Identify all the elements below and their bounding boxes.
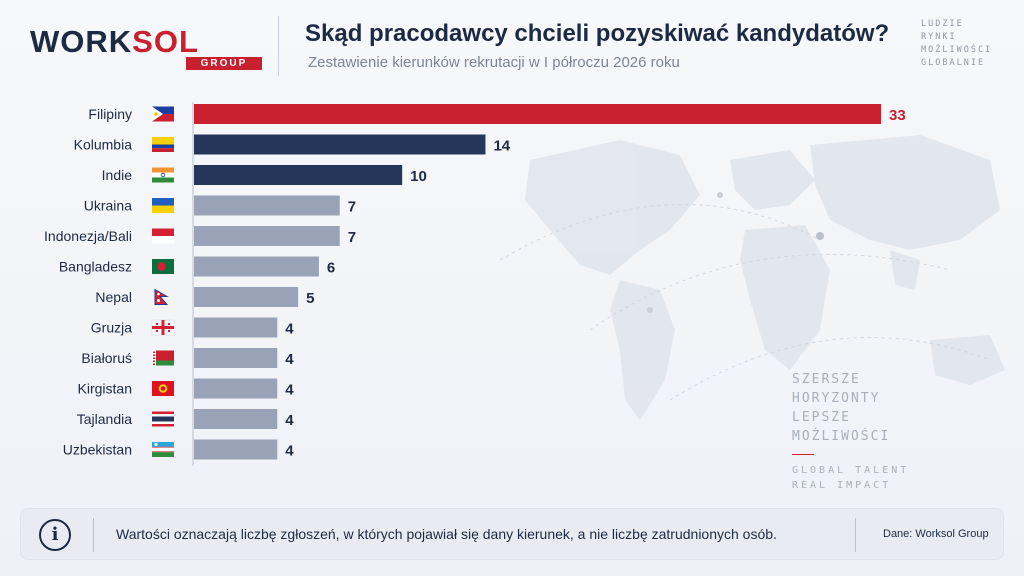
category-label: Bangladesz — [59, 259, 132, 275]
motto-line: LEPSZE — [792, 410, 851, 425]
motto-line-secondary: REAL IMPACT — [792, 480, 892, 491]
tagline-line: MOŻLIWOŚCI — [921, 45, 993, 55]
bar — [194, 226, 340, 246]
world-map-background — [499, 135, 1005, 420]
flag-uzbekistan-icon — [152, 442, 174, 457]
bar-value-label: 7 — [348, 199, 356, 216]
category-label: Uzbekistan — [63, 442, 132, 458]
flag-colombia-icon — [152, 137, 174, 152]
logo-word-part1: WORK — [30, 24, 133, 59]
bar — [194, 195, 340, 216]
category-label: Indie — [102, 167, 133, 183]
bar-chart: Filipiny 33 Kolumbia 14 Indie 10 Ukraina 7 Indon… — [44, 102, 906, 466]
data-source: Dane: Worksol Group — [883, 528, 989, 540]
category-label: Kirgistan — [78, 381, 132, 397]
bar — [194, 348, 278, 368]
footer-divider — [93, 518, 94, 552]
bar — [194, 165, 403, 185]
category-label: Filipiny — [88, 106, 132, 122]
bar-value-label: 5 — [306, 290, 314, 307]
footer-note: Wartości oznaczają liczbę zgłoszeń, w kt… — [116, 526, 777, 542]
category-label: Tajlandia — [77, 411, 132, 427]
flag-kyrgyzstan-icon — [152, 381, 174, 396]
logo-word-part2: SOL — [132, 24, 199, 59]
worksol-logo: WORKSOL GROUP — [30, 26, 262, 72]
bar-value-label: 4 — [285, 321, 294, 338]
footer-note-panel: i Wartości oznaczają liczbę zgłoszeń, w … — [20, 508, 1004, 560]
motto-line: MOŻLIWOŚCI — [792, 429, 891, 444]
bar-value-label: 7 — [348, 229, 356, 246]
footer-divider — [855, 518, 856, 552]
bar-value-label: 4 — [285, 412, 294, 429]
bar-value-label: 10 — [410, 168, 427, 185]
tagline-line: LUDZIE — [921, 19, 964, 29]
bar — [194, 317, 278, 338]
motto-separator — [792, 454, 814, 455]
flag-ukraine-icon — [152, 198, 174, 213]
category-label: Gruzja — [91, 320, 132, 336]
bar-value-label: 33 — [889, 107, 906, 124]
header: WORKSOL GROUP Skąd pracodawcy chcieli po… — [0, 0, 1024, 92]
flag-nepal-icon — [154, 288, 169, 305]
bar-value-label: 4 — [285, 382, 294, 399]
tagline-line: RYNKI — [921, 32, 957, 42]
flag-india-icon — [152, 167, 174, 183]
flag-indonesia-icon — [152, 228, 174, 244]
logo-group-label: GROUP — [186, 57, 262, 70]
bar-value-label: 14 — [493, 138, 510, 155]
bar — [194, 287, 299, 307]
bar-value-label: 4 — [285, 443, 294, 460]
category-label: Ukraina — [84, 198, 132, 214]
flag-belarus-icon — [152, 350, 174, 366]
flag-philippines-icon — [152, 106, 174, 122]
header-divider — [278, 16, 279, 76]
bar — [194, 104, 881, 124]
flag-georgia-icon — [151, 319, 175, 336]
bar — [194, 256, 319, 277]
bar — [194, 378, 278, 399]
chart-title: Skąd pracodawcy chcieli pozyskiwać kandy… — [305, 20, 890, 47]
tagline-line: GLOBALNIE — [921, 58, 986, 68]
motto-line: HORYZONTY — [792, 391, 881, 406]
bar — [194, 134, 486, 155]
motto-line: SZERSZE — [792, 372, 861, 387]
bar — [194, 409, 278, 429]
chart-subtitle: Zestawienie kierunków rekrutacji w I pół… — [308, 54, 680, 71]
category-label: Indonezja/Bali — [44, 228, 132, 244]
flag-thailand-icon — [152, 411, 174, 427]
tagline: LUDZIE RYNKI MOŻLIWOŚCI GLOBALNIE — [921, 18, 992, 70]
category-label: Nepal — [95, 289, 132, 305]
category-label: Białoruś — [81, 350, 132, 366]
info-icon: i — [39, 519, 71, 551]
motto-block: SZERSZE HORYZONTY LEPSZE MOŻLIWOŚCI GLOB… — [792, 370, 909, 493]
bar-value-label: 6 — [327, 260, 335, 277]
bar-value-label: 4 — [285, 351, 294, 368]
bar — [194, 439, 278, 460]
flag-bangladesh-icon — [152, 259, 174, 274]
category-label: Kolumbia — [74, 137, 133, 153]
logo-wordmark: WORKSOL — [30, 26, 199, 58]
chart-rows: Filipiny 33 Kolumbia 14 Indie 10 Ukraina 7 Indon… — [44, 104, 906, 460]
motto-line-secondary: GLOBAL TALENT — [792, 465, 910, 476]
